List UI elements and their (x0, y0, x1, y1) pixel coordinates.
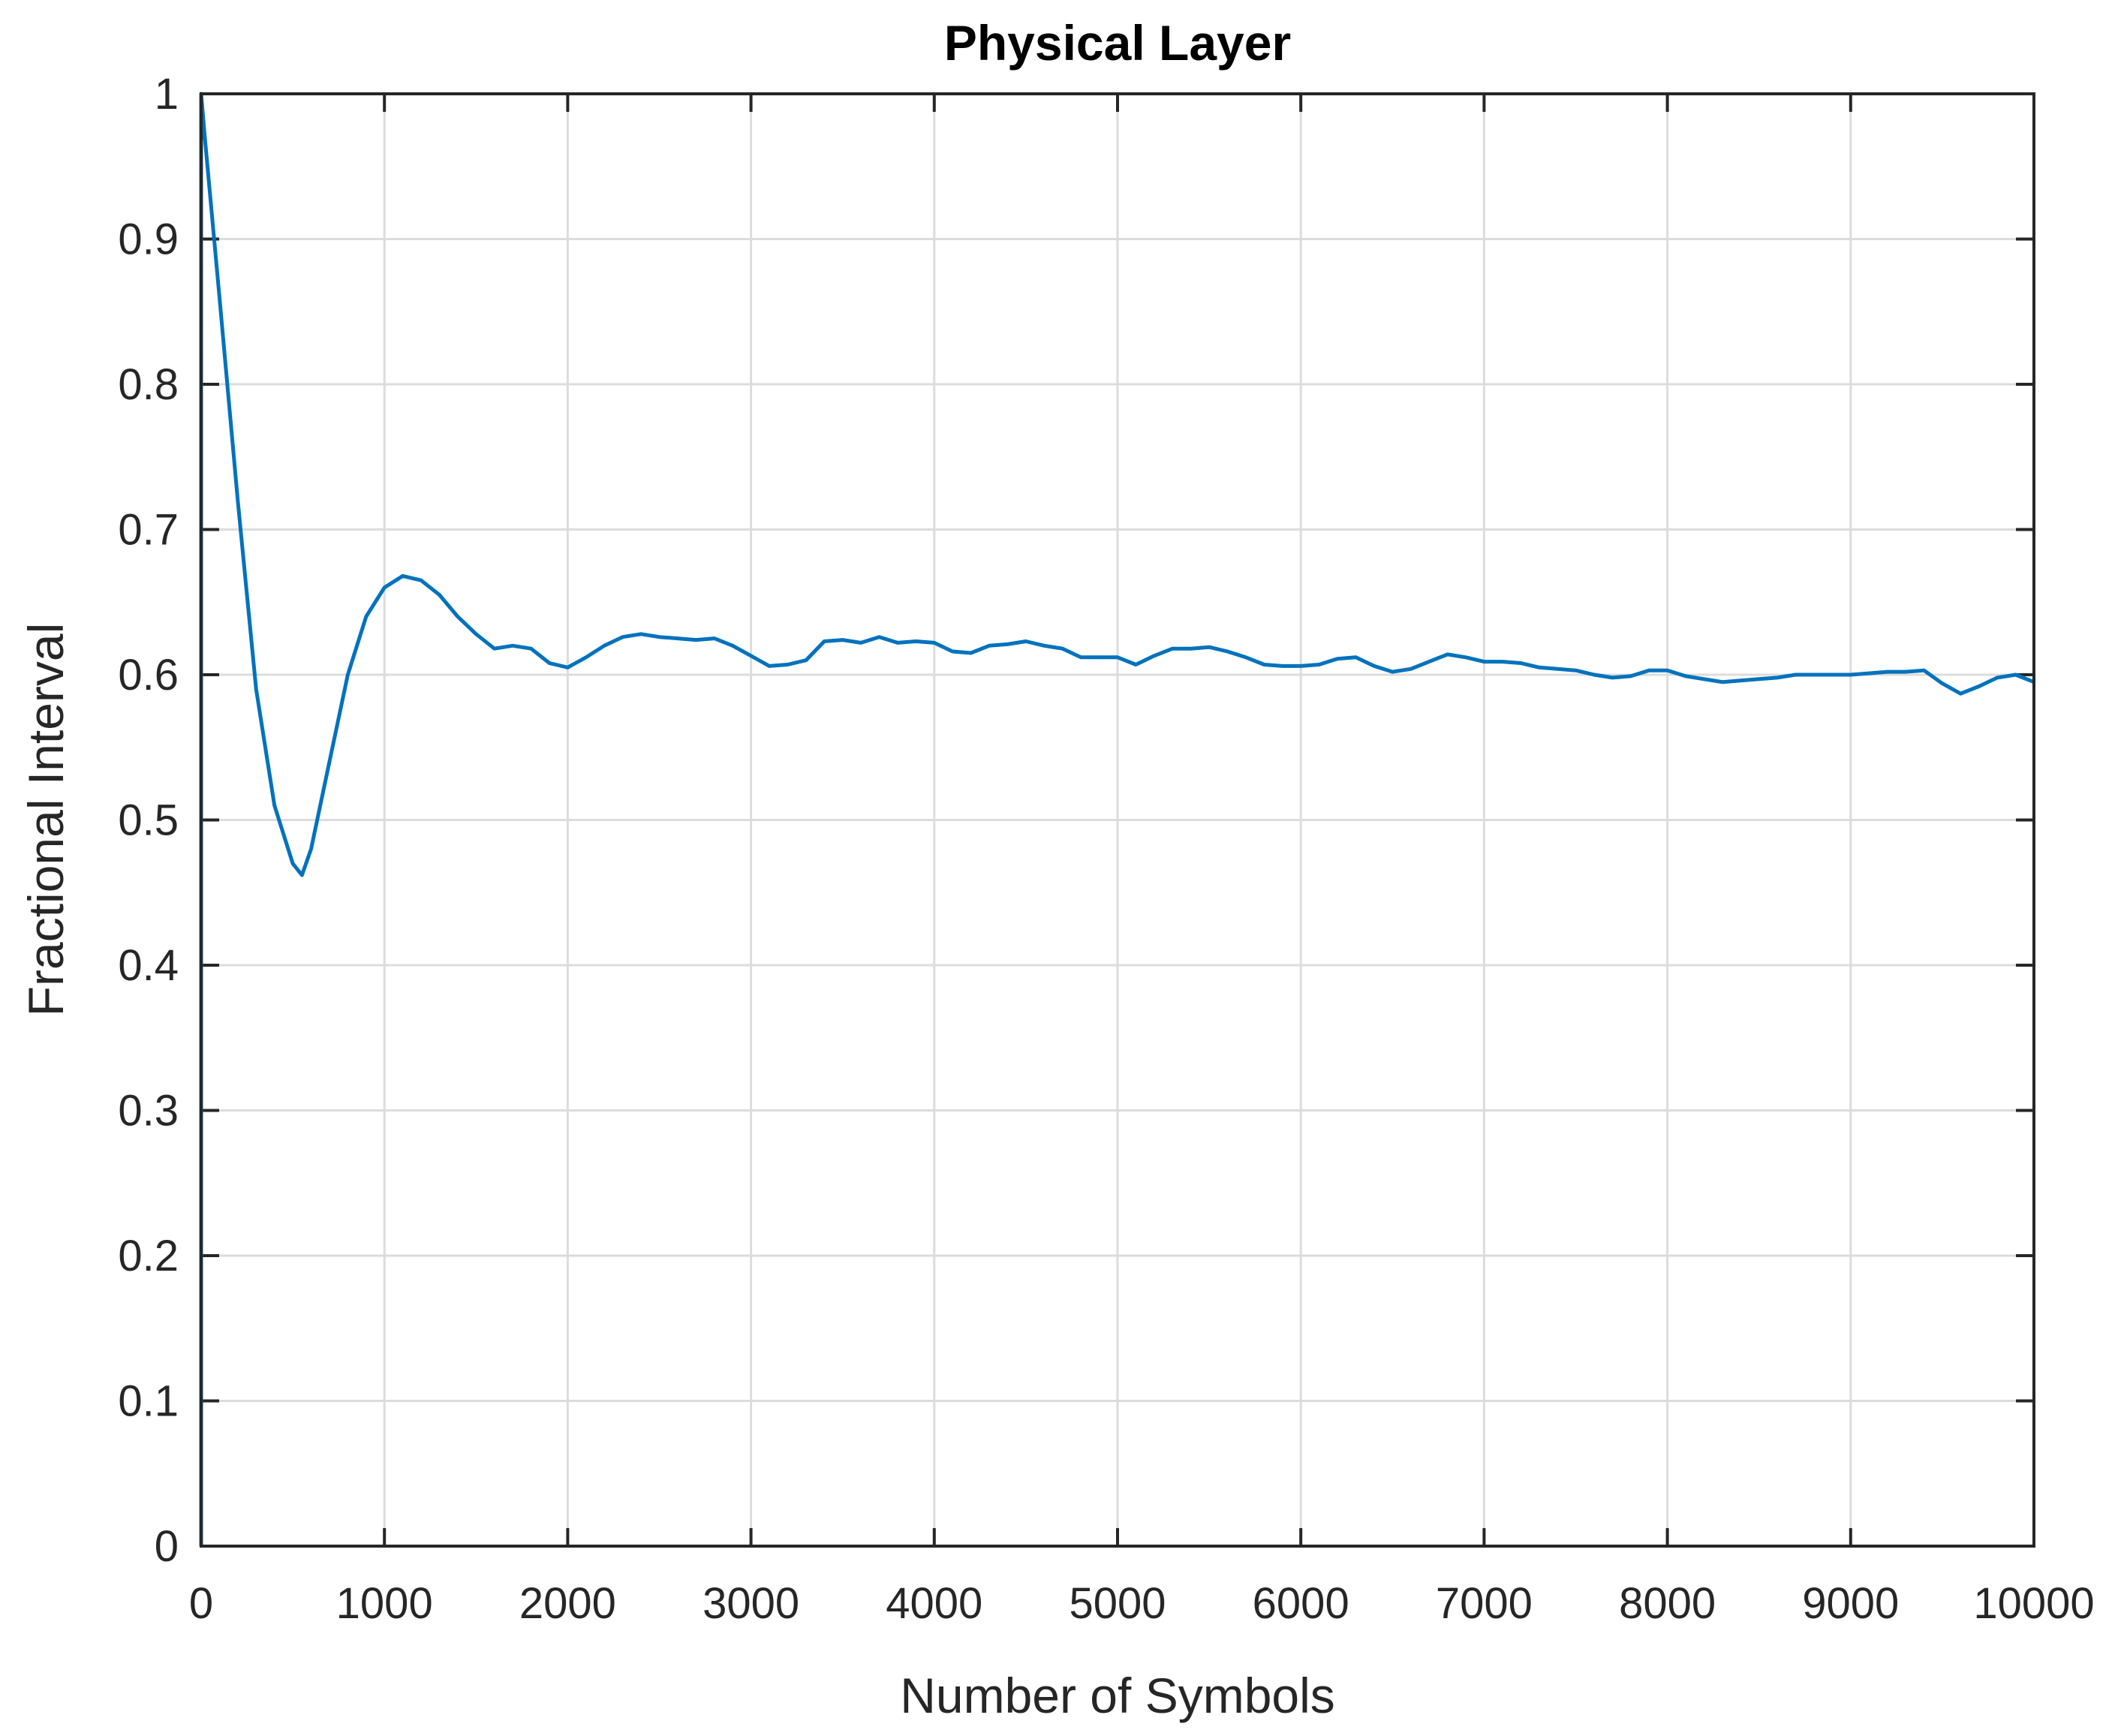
x-tick-label: 9000 (1802, 1579, 1899, 1628)
x-tick-label: 5000 (1069, 1579, 1166, 1628)
y-tick-labels: 0 0.1 0.2 0.3 0.4 0.5 0.6 0.7 0.8 0.9 1 (118, 70, 179, 1571)
y-tick-label: 1 (155, 70, 179, 119)
y-tick-label: 0 (155, 1522, 179, 1571)
x-tick-label: 8000 (1619, 1579, 1716, 1628)
y-tick-label: 0.2 (118, 1232, 179, 1280)
y-axis-label: Fractional Interval (18, 623, 74, 1017)
y-tick-label: 0.9 (118, 215, 179, 264)
x-axis-label: Number of Symbols (900, 1668, 1335, 1723)
y-tick-label: 0.4 (118, 941, 179, 990)
x-tick-labels: 0 1000 2000 3000 4000 5000 6000 7000 8000 9000 100… (189, 1579, 2095, 1628)
y-tick-label: 0.3 (118, 1087, 179, 1136)
x-tick-label: 7000 (1436, 1579, 1533, 1628)
x-tick-label: 4000 (886, 1579, 982, 1628)
y-tick-label: 0.6 (118, 651, 179, 700)
x-tick-label: 10000 (1973, 1579, 2094, 1628)
y-tick-label: 0.5 (118, 796, 179, 845)
grid (201, 94, 2034, 1546)
x-tick-label: 2000 (519, 1579, 616, 1628)
x-tick-label: 1000 (336, 1579, 433, 1628)
chart-title: Physical Layer (944, 15, 1291, 71)
y-tick-label: 0.1 (118, 1377, 179, 1426)
series-line (199, 92, 2035, 1546)
x-tick-label: 0 (189, 1579, 213, 1628)
x-tick-label: 3000 (702, 1579, 799, 1628)
plot-frame (200, 92, 2035, 1548)
x-tick-label: 6000 (1253, 1579, 1349, 1628)
y-tick-label: 0.8 (118, 360, 179, 409)
y-tick-label: 0.7 (118, 506, 179, 555)
